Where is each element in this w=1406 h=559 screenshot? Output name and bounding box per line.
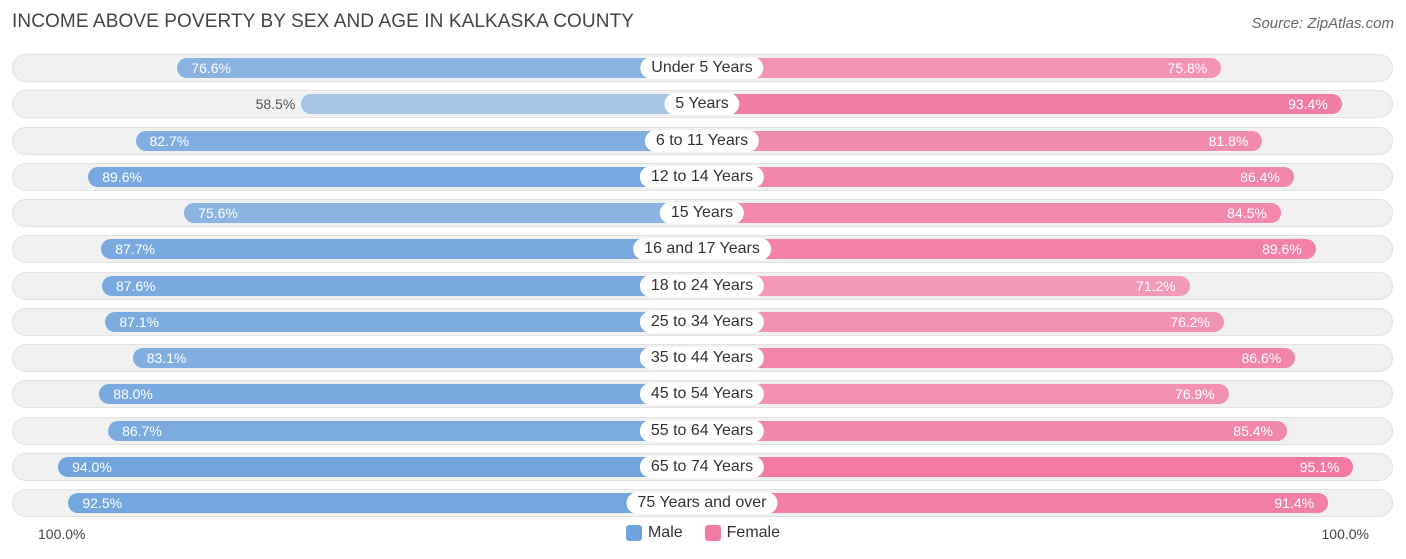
bar-male[interactable]	[105, 312, 702, 332]
value-label-male: 75.6%	[198, 205, 238, 221]
value-label-female: 91.4%	[1274, 495, 1315, 511]
value-label-female: 95.1%	[1299, 459, 1340, 475]
category-label: 75 Years and over	[626, 492, 778, 514]
category-label: Under 5 Years	[640, 57, 764, 79]
bar-female[interactable]	[702, 384, 1229, 404]
bar-female[interactable]	[702, 457, 1354, 477]
value-label-male: 94.0%	[72, 459, 112, 475]
category-label: 16 and 17 Years	[633, 238, 771, 260]
bar-male[interactable]	[177, 58, 702, 78]
bar-male[interactable]	[132, 348, 702, 368]
value-label-female: 89.6%	[1262, 241, 1302, 257]
value-label-male: 87.1%	[119, 314, 160, 330]
axis-right-label: 100.0%	[1321, 526, 1369, 542]
bar-female[interactable]	[702, 167, 1294, 187]
category-label: 15 Years	[659, 202, 745, 224]
legend-item-female[interactable]: Female	[704, 524, 781, 542]
bar-female[interactable]	[702, 239, 1316, 259]
legend-item-male[interactable]: Male	[625, 524, 683, 542]
bar-female[interactable]	[702, 348, 1296, 368]
bar-female[interactable]	[702, 493, 1329, 513]
value-label-male: 88.0%	[113, 386, 153, 402]
value-label-female: 86.4%	[1240, 169, 1280, 185]
value-label-male: 86.7%	[122, 423, 162, 439]
value-label-male: 76.6%	[191, 60, 231, 76]
value-label-female: 86.6%	[1241, 350, 1282, 366]
bar-male[interactable]	[101, 239, 702, 259]
bar-female[interactable]	[702, 421, 1287, 441]
category-label: 55 to 64 Years	[639, 420, 765, 442]
bar-female[interactable]	[702, 203, 1281, 223]
value-label-female: 76.2%	[1170, 314, 1210, 330]
bar-female[interactable]	[702, 94, 1342, 114]
bar-male[interactable]	[88, 167, 702, 187]
bar-male[interactable]	[58, 457, 702, 477]
category-label: 12 to 14 Years	[639, 166, 765, 188]
value-label-male: 58.5%	[255, 96, 296, 112]
bar-male[interactable]	[68, 493, 702, 513]
value-label-female: 71.2%	[1136, 278, 1176, 294]
value-label-female: 76.9%	[1175, 386, 1215, 402]
value-label-female: 85.4%	[1233, 423, 1273, 439]
category-label: 35 to 44 Years	[639, 347, 765, 369]
category-label: 25 to 34 Years	[639, 311, 765, 333]
category-label: 65 to 74 Years	[639, 456, 765, 478]
chart-source: Source: ZipAtlas.com	[1251, 15, 1394, 32]
legend: Male Female	[0, 524, 1406, 542]
bar-male[interactable]	[184, 203, 702, 223]
value-label-female: 84.5%	[1227, 205, 1267, 221]
value-label-female: 75.8%	[1167, 60, 1208, 76]
category-label: 18 to 24 Years	[639, 275, 765, 297]
category-label: 45 to 54 Years	[639, 383, 765, 405]
bar-female[interactable]	[702, 312, 1224, 332]
value-label-male: 87.6%	[115, 278, 156, 294]
value-label-male: 92.5%	[82, 495, 123, 511]
bar-male[interactable]	[101, 276, 702, 296]
axis-left-label: 100.0%	[38, 526, 86, 542]
bar-male[interactable]	[108, 421, 702, 441]
category-label: 5 Years	[664, 93, 740, 115]
legend-swatch-female	[704, 525, 721, 541]
value-label-male: 89.6%	[102, 169, 142, 185]
bar-male[interactable]	[99, 384, 702, 404]
value-label-male: 83.1%	[146, 350, 187, 366]
value-label-female: 81.8%	[1208, 133, 1249, 149]
bar-female[interactable]	[702, 276, 1190, 296]
bar-male[interactable]	[135, 131, 702, 151]
value-label-male: 87.7%	[115, 241, 155, 257]
legend-label-male: Male	[647, 524, 683, 541]
category-label: 6 to 11 Years	[644, 130, 760, 152]
bar-male[interactable]	[301, 94, 702, 114]
chart-title: INCOME ABOVE POVERTY BY SEX AND AGE IN K…	[12, 11, 635, 32]
bar-female[interactable]	[702, 131, 1263, 151]
bar-female[interactable]	[702, 58, 1222, 78]
legend-label-female: Female	[726, 524, 781, 541]
value-label-female: 93.4%	[1288, 96, 1328, 112]
value-label-male: 82.7%	[149, 133, 190, 149]
legend-swatch-male	[625, 525, 642, 541]
